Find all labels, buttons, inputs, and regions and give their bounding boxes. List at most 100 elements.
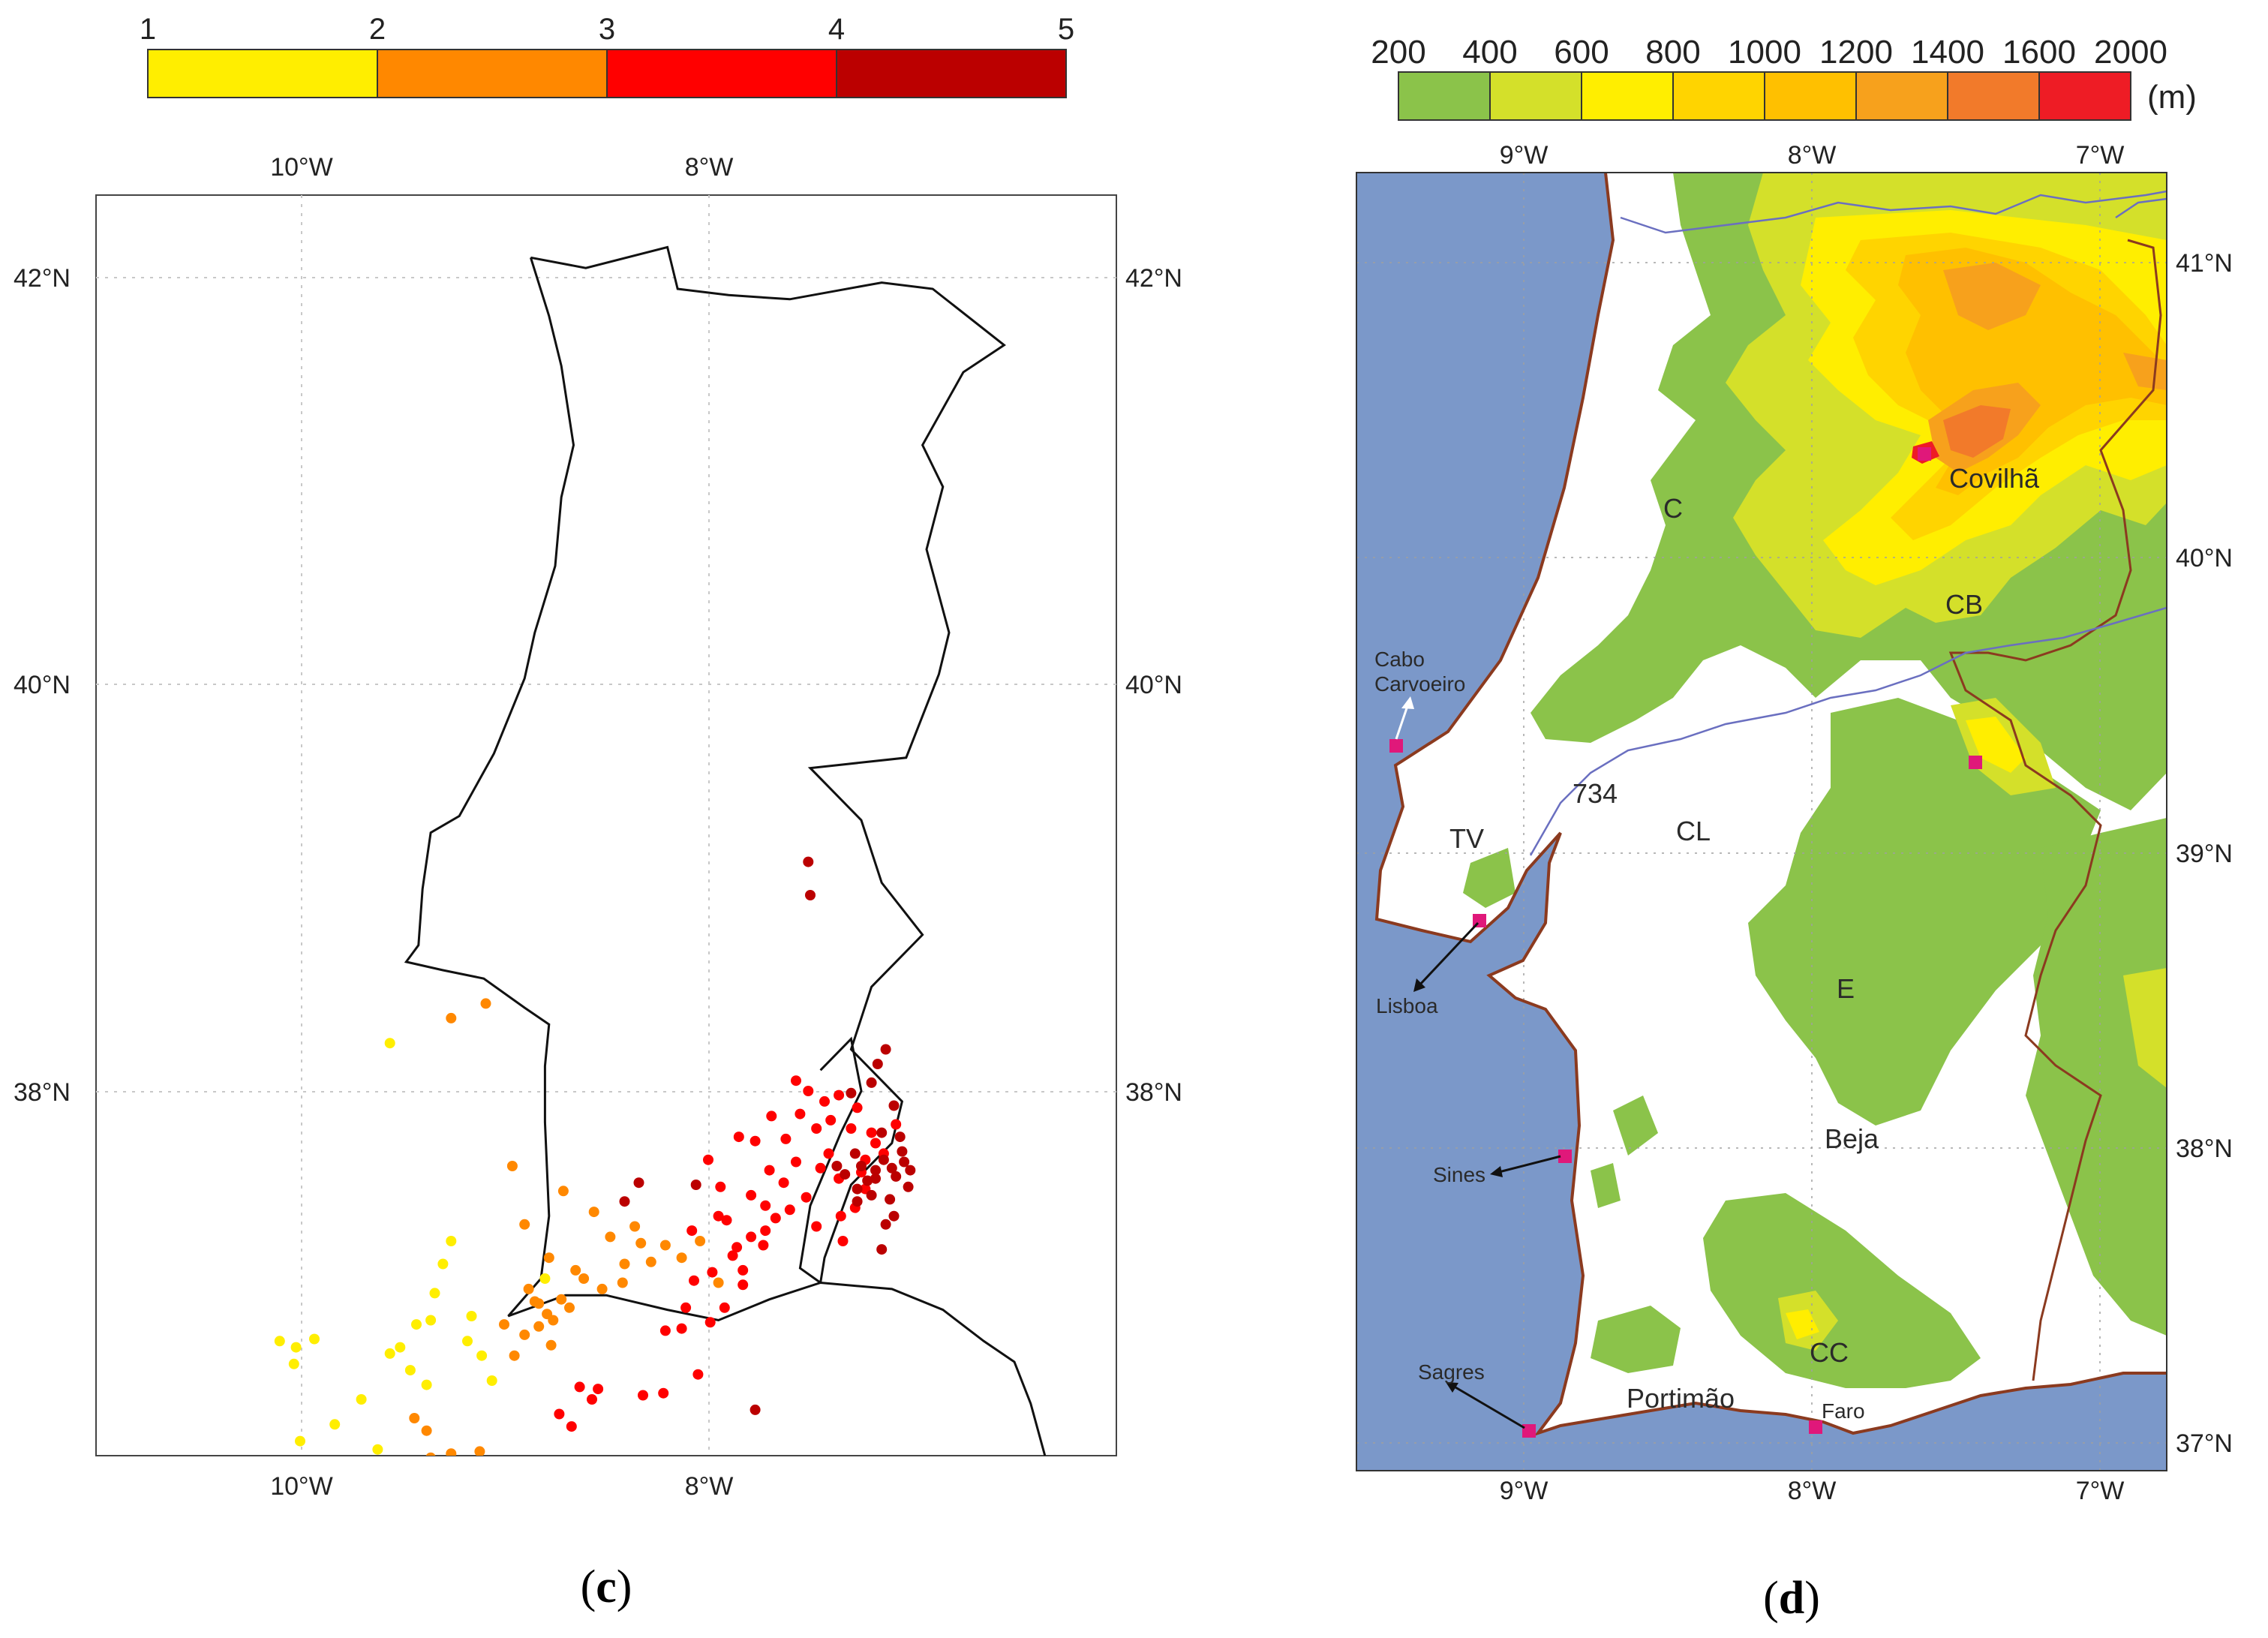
point-class-3-34 [791, 1075, 801, 1086]
point-class-1-13 [466, 1311, 477, 1321]
colorbar-d-tick-1000: 1000 [1728, 34, 1801, 71]
point-class-2-35 [695, 1236, 706, 1246]
point-class-4-15 [891, 1171, 902, 1182]
point-class-3-52 [795, 1108, 806, 1120]
panel-d-river-tejo [1529, 606, 2167, 856]
colorbar-d-tick-400: 400 [1462, 34, 1517, 71]
panel-d-coastline [1374, 173, 2167, 1436]
point-class-2-10 [542, 1309, 553, 1320]
panel-c-left-tick-40n: 40°N [14, 671, 71, 699]
panel-d-sea [1356, 173, 2167, 1471]
point-class-3-45 [719, 1302, 730, 1313]
panel-c-top-tick-10w: 10°W [270, 153, 333, 182]
point-class-3-51 [825, 1114, 837, 1126]
point-class-4-9 [905, 1165, 916, 1176]
point-class-4-6 [894, 1132, 906, 1143]
point-class-3-22 [815, 1162, 826, 1174]
label-lisboa: Lisboa [1376, 994, 1438, 1017]
label-carvoeiro: Carvoeiro [1374, 672, 1465, 696]
colorbar-d-tick-1600: 1600 [2002, 34, 2076, 71]
arrow-cabo-carvoeiro-head [1401, 696, 1414, 709]
point-class-2-38 [523, 1283, 534, 1294]
panel-d-border-frame [1356, 172, 2167, 1471]
panel-c-colorbar: 1 2 3 4 5 [140, 13, 1074, 98]
point-class-3-9 [680, 1302, 692, 1313]
point-class-1-14 [476, 1350, 488, 1361]
panel-c-bottom-tick-8w: 8°W [685, 1472, 734, 1501]
point-class-3-35 [780, 1133, 792, 1144]
colorbar-d-bin-2 [1489, 71, 1582, 121]
point-class-3-14 [731, 1242, 743, 1253]
point-class-2-0 [446, 1012, 457, 1023]
panel-d-right-tick-38n: 38°N [2176, 1135, 2233, 1163]
point-class-3-60 [837, 1236, 849, 1246]
label-c: C [1663, 493, 1683, 524]
point-class-3-44 [737, 1279, 749, 1291]
point-class-2-24 [596, 1283, 608, 1294]
colorbar-d-bin-1 [1398, 71, 1491, 121]
point-class-3-1 [566, 1421, 577, 1432]
point-class-3-54 [749, 1135, 761, 1147]
label-cabo: Cabo [1374, 648, 1425, 671]
label-cl: CL [1676, 816, 1711, 846]
point-class-4-2 [872, 1059, 883, 1069]
arrow-sagres-head [1446, 1382, 1458, 1393]
point-class-1-19 [295, 1435, 305, 1447]
point-class-3-41 [713, 1210, 724, 1222]
point-class-4-20 [888, 1210, 900, 1222]
point-class-3-7 [692, 1369, 704, 1380]
panel-d-bottom-tick-9w: 9°W [1500, 1477, 1549, 1505]
panel-d-border [1948, 239, 2162, 1381]
point-class-3-15 [737, 1264, 749, 1276]
point-class-2-8 [533, 1321, 545, 1332]
point-class-2-25 [509, 1350, 520, 1361]
colorbar-c-bin-4 [836, 49, 1067, 98]
point-class-3-13 [721, 1215, 732, 1226]
panel-d-river-east [2115, 197, 2167, 219]
point-class-3-33 [803, 1086, 814, 1096]
panel-d-bottom-tick-7w: 7°W [2076, 1477, 2125, 1505]
point-class-1-22 [539, 1273, 551, 1284]
point-class-4-0 [803, 856, 814, 867]
station-faro [1809, 1420, 1822, 1434]
point-class-4-11 [852, 1183, 863, 1195]
panel-c-right-tick-38n: 38°N [1125, 1078, 1182, 1107]
point-class-4-19 [880, 1219, 891, 1230]
point-class-1-20 [288, 1358, 299, 1369]
panel-c-inner-border [798, 1036, 863, 1284]
point-class-1-1 [290, 1342, 302, 1353]
point-class-2-32 [533, 1298, 545, 1309]
point-class-3-39 [703, 1154, 713, 1165]
label-cc: CC [1810, 1337, 1849, 1368]
point-class-3-2 [574, 1381, 585, 1393]
panel-c-gridlines [96, 195, 1116, 1456]
point-class-2-17 [659, 1240, 671, 1251]
colorbar-c-bin-1 [147, 49, 378, 98]
panel-d-right-tick-37n: 37°N [2176, 1429, 2233, 1458]
point-class-1-15 [462, 1336, 473, 1347]
colorbar-d-bin-4 [1672, 71, 1765, 121]
colorbar-c-tick-2: 2 [369, 13, 386, 46]
colorbar-c-bin-2 [377, 49, 608, 98]
point-class-2-27 [425, 1452, 436, 1456]
point-class-1-0 [274, 1336, 285, 1347]
point-class-2-4 [543, 1252, 554, 1264]
point-class-1-10 [429, 1288, 440, 1299]
point-class-1-6 [384, 1348, 395, 1359]
colorbar-d-bin-6 [1855, 71, 1948, 121]
panel-c-bottom-tick-10w: 10°W [270, 1472, 333, 1501]
point-class-3-59 [811, 1221, 822, 1232]
point-class-3-0 [554, 1408, 565, 1420]
point-class-3-43 [758, 1240, 769, 1251]
station-cb-east [1969, 756, 1982, 769]
label-734: 734 [1573, 778, 1618, 809]
point-class-2-26 [409, 1413, 420, 1423]
station-covilha [1918, 447, 1931, 461]
point-class-2-16 [645, 1256, 656, 1267]
point-class-4-32 [619, 1196, 630, 1207]
point-class-4-28 [886, 1162, 897, 1174]
station-sagres [1522, 1424, 1536, 1438]
point-class-3-31 [819, 1096, 830, 1107]
point-class-1-12 [446, 1236, 457, 1246]
point-class-4-1 [805, 890, 816, 900]
